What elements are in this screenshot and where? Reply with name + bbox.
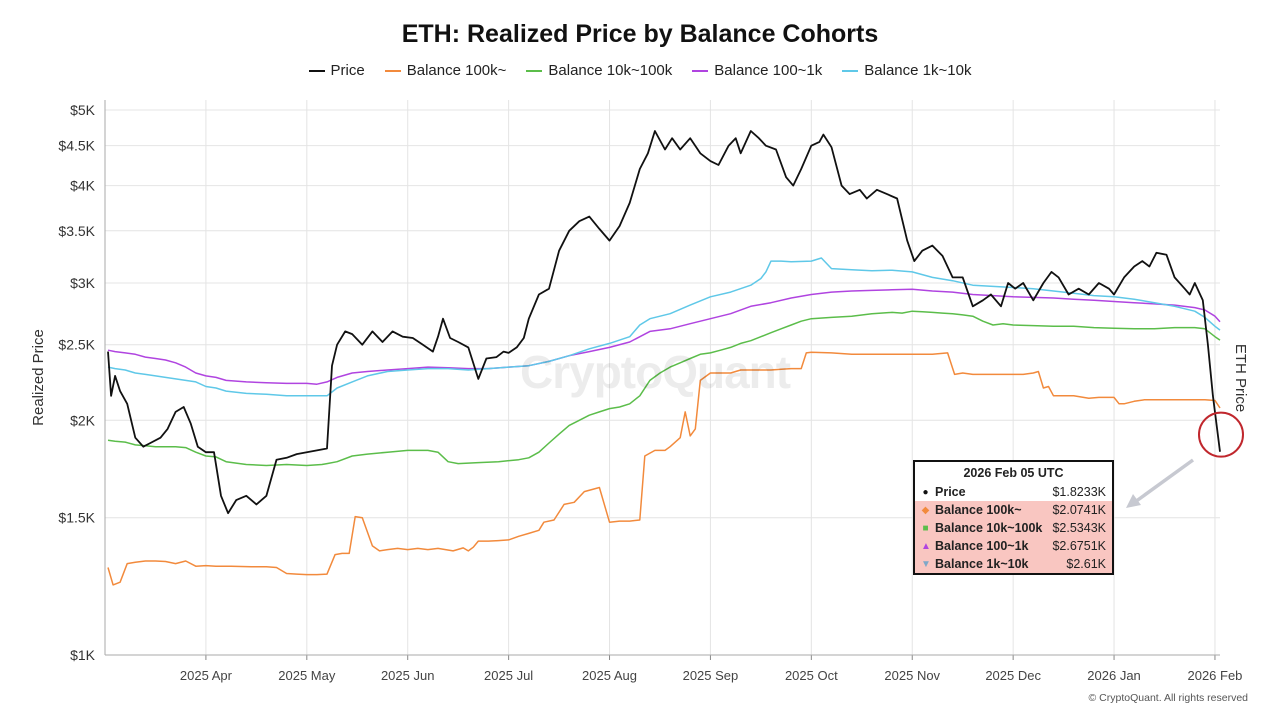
legend-swatch xyxy=(308,69,325,72)
series-marker-icon: ▲ xyxy=(921,540,931,552)
y-tick-label: $3K xyxy=(70,275,96,291)
tooltip-series-value: $2.61K xyxy=(1066,557,1106,571)
legend-swatch xyxy=(384,69,401,72)
x-tick-label: 2025 Apr xyxy=(180,668,233,683)
y-tick-label: $1.5K xyxy=(58,510,95,526)
copyright-notice: © CryptoQuant. All rights reserved xyxy=(1088,692,1248,704)
legend-swatch xyxy=(526,69,543,72)
legend-item-balance-10k-100k[interactable]: Balance 10k~100k xyxy=(526,62,672,79)
x-tick-label: 2025 Jul xyxy=(484,668,533,683)
legend-label: Price xyxy=(330,62,365,79)
callout-arrow xyxy=(1133,458,1195,504)
tooltip-series-name: Price xyxy=(935,485,966,499)
tooltip-row-label: ■ Balance 10k~100k xyxy=(921,521,1042,535)
x-tick-label: 2026 Jan xyxy=(1087,668,1141,683)
series-line-balance-100-1k xyxy=(107,288,1221,385)
tooltip-series-value: $2.0741K xyxy=(1052,503,1106,517)
x-tick-label: 2025 Aug xyxy=(582,668,637,683)
tooltip-series-name: Balance 10k~100k xyxy=(935,521,1043,535)
y-tick-label: $3.5K xyxy=(58,223,95,239)
tooltip-series-name: Balance 100k~ xyxy=(935,503,1022,517)
series-marker-icon: ■ xyxy=(922,522,929,534)
data-tooltip: 2026 Feb 05 UTC ● Price $1.8233K ◆ Balance 1… xyxy=(913,460,1114,575)
tooltip-row-label: ● Price xyxy=(921,485,966,499)
tooltip-row: ● Price $1.8233K xyxy=(915,483,1112,501)
legend-item-price[interactable]: Price xyxy=(308,62,365,79)
legend-label: Balance 100k~ xyxy=(406,62,507,79)
x-tick-label: 2025 Oct xyxy=(785,668,838,683)
series-marker-icon: ▼ xyxy=(921,558,931,570)
callout-arrowhead xyxy=(1126,494,1141,508)
series-line-balance-1k-10k xyxy=(107,257,1221,397)
legend-item-balance-100k-[interactable]: Balance 100k~ xyxy=(384,62,507,79)
legend-item-balance-1k-10k[interactable]: Balance 1k~10k xyxy=(842,62,971,79)
y-tick-label: $2K xyxy=(70,412,96,428)
y-tick-label: $4.5K xyxy=(58,138,95,154)
tooltip-row-label: ▼ Balance 1k~10k xyxy=(921,557,1028,571)
tooltip-row-label: ▲ Balance 100~1k xyxy=(921,539,1028,553)
tooltip-row: ▼ Balance 1k~10k $2.61K xyxy=(915,555,1112,573)
highlight-circle xyxy=(1198,411,1244,458)
series-line-balance-10k-100k xyxy=(107,310,1221,467)
tooltip-series-value: $2.6751K xyxy=(1052,539,1106,553)
y-tick-label: $1K xyxy=(70,647,96,663)
tooltip-date: 2026 Feb 05 UTC xyxy=(963,466,1064,480)
tooltip-row: ▲ Balance 100~1k $2.6751K xyxy=(915,537,1112,555)
legend-swatch xyxy=(692,69,709,72)
legend-label: Balance 1k~10k xyxy=(864,62,972,79)
legend-label: Balance 10k~100k xyxy=(548,62,673,79)
tooltip-series-name: Balance 100~1k xyxy=(935,539,1029,553)
y-tick-label: $4K xyxy=(70,178,96,194)
series-line-balance-100k- xyxy=(107,351,1221,586)
legend-swatch xyxy=(842,69,859,72)
y2-axis-label: ETH Price xyxy=(1232,344,1249,412)
x-tick-label: 2025 May xyxy=(278,668,336,683)
series-marker-icon: ◆ xyxy=(921,504,930,516)
y-axis-label: Realized Price xyxy=(30,329,47,426)
series-marker-icon: ● xyxy=(922,486,929,498)
tooltip-series-name: Balance 1k~10k xyxy=(935,557,1029,571)
legend-label: Balance 100~1k xyxy=(714,62,823,79)
legend-item-balance-100-1k[interactable]: Balance 100~1k xyxy=(692,62,822,79)
x-tick-label: 2025 Dec xyxy=(985,668,1041,683)
tooltip-row: ◆ Balance 100k~ $2.0741K xyxy=(915,501,1112,519)
chart-title: ETH: Realized Price by Balance Cohorts xyxy=(401,20,879,48)
tooltip-row: ■ Balance 10k~100k $2.5343K xyxy=(915,519,1112,537)
x-tick-label: 2025 Jun xyxy=(381,668,435,683)
x-tick-label: 2026 Feb xyxy=(1187,668,1242,683)
legend: Price Balance 100k~ Balance 10k~100k Balanc… xyxy=(0,62,1280,79)
tooltip-row-label: ◆ Balance 100k~ xyxy=(921,503,1022,517)
x-tick-label: 2025 Nov xyxy=(884,668,940,683)
series-line-price xyxy=(107,130,1221,515)
tooltip-series-value: $1.8233K xyxy=(1052,485,1106,499)
watermark: CryptoQuant xyxy=(520,346,791,398)
y-tick-label: $5K xyxy=(70,102,96,118)
y-tick-label: $2.5K xyxy=(58,337,95,353)
tooltip-series-value: $2.5343K xyxy=(1052,521,1106,535)
x-tick-label: 2025 Sep xyxy=(683,668,739,683)
